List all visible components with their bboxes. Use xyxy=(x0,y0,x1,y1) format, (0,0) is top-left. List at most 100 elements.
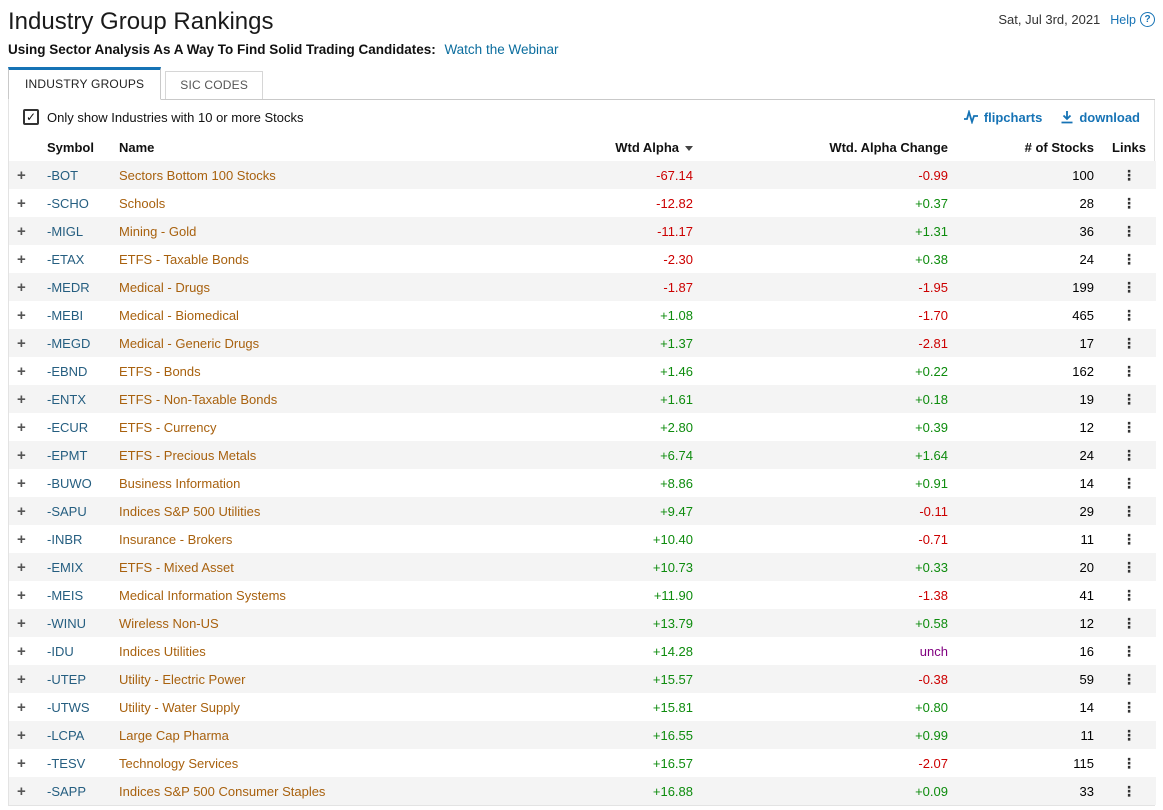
symbol-link[interactable]: -MEDR xyxy=(47,279,90,295)
symbol-link[interactable]: -EPMT xyxy=(47,447,88,463)
links-menu-icon[interactable]: ⋮ xyxy=(1122,726,1136,743)
symbol-link[interactable]: -BUWO xyxy=(47,475,92,491)
symbol-link[interactable]: -MIGL xyxy=(47,223,84,239)
symbol-link[interactable]: -SAPP xyxy=(47,783,87,799)
links-menu-icon[interactable]: ⋮ xyxy=(1122,502,1136,519)
expand-row-icon[interactable]: + xyxy=(17,278,26,296)
tab-sic-codes[interactable]: SIC CODES xyxy=(165,71,264,99)
expand-row-icon[interactable]: + xyxy=(17,698,26,716)
links-menu-icon[interactable]: ⋮ xyxy=(1122,754,1136,771)
expand-row-icon[interactable]: + xyxy=(17,782,26,800)
name-link[interactable]: Business Information xyxy=(119,475,241,491)
links-menu-icon[interactable]: ⋮ xyxy=(1122,474,1136,491)
col-header-name[interactable]: Name xyxy=(119,140,155,155)
expand-row-icon[interactable]: + xyxy=(17,250,26,268)
symbol-link[interactable]: -UTEP xyxy=(47,671,86,687)
expand-row-icon[interactable]: + xyxy=(17,362,26,380)
links-menu-icon[interactable]: ⋮ xyxy=(1122,334,1136,351)
symbol-link[interactable]: -EBND xyxy=(47,363,88,379)
expand-row-icon[interactable]: + xyxy=(17,222,26,240)
links-menu-icon[interactable]: ⋮ xyxy=(1122,166,1136,183)
name-link[interactable]: ETFS - Taxable Bonds xyxy=(119,251,249,267)
name-link[interactable]: ETFS - Bonds xyxy=(119,363,201,379)
symbol-link[interactable]: -UTWS xyxy=(47,699,90,715)
links-menu-icon[interactable]: ⋮ xyxy=(1122,250,1136,267)
expand-row-icon[interactable]: + xyxy=(17,754,26,772)
expand-row-icon[interactable]: + xyxy=(17,418,26,436)
links-menu-icon[interactable]: ⋮ xyxy=(1122,670,1136,687)
symbol-link[interactable]: -BOT xyxy=(47,167,79,183)
links-menu-icon[interactable]: ⋮ xyxy=(1122,390,1136,407)
name-link[interactable]: Indices S&P 500 Consumer Staples xyxy=(119,783,326,799)
links-menu-icon[interactable]: ⋮ xyxy=(1122,530,1136,547)
symbol-link[interactable]: -MEBI xyxy=(47,307,84,323)
name-link[interactable]: ETFS - Mixed Asset xyxy=(119,559,234,575)
col-header-alpha-change[interactable]: Wtd. Alpha Change xyxy=(829,140,948,155)
help-link[interactable]: Help xyxy=(1110,12,1136,27)
links-menu-icon[interactable]: ⋮ xyxy=(1122,782,1136,799)
expand-row-icon[interactable]: + xyxy=(17,670,26,688)
symbol-link[interactable]: -INBR xyxy=(47,531,83,547)
symbol-link[interactable]: -IDU xyxy=(47,643,74,659)
expand-row-icon[interactable]: + xyxy=(17,474,26,492)
symbol-link[interactable]: -ENTX xyxy=(47,391,86,407)
expand-row-icon[interactable]: + xyxy=(17,166,26,184)
expand-row-icon[interactable]: + xyxy=(17,726,26,744)
name-link[interactable]: Medical - Biomedical xyxy=(119,307,239,323)
links-menu-icon[interactable]: ⋮ xyxy=(1122,446,1136,463)
expand-row-icon[interactable]: + xyxy=(17,334,26,352)
symbol-link[interactable]: -ECUR xyxy=(47,419,89,435)
links-menu-icon[interactable]: ⋮ xyxy=(1122,194,1136,211)
expand-row-icon[interactable]: + xyxy=(17,502,26,520)
help-button[interactable]: Help ? xyxy=(1110,12,1155,27)
name-link[interactable]: Medical Information Systems xyxy=(119,587,286,603)
stock-filter[interactable]: ✓ Only show Industries with 10 or more S… xyxy=(23,109,304,125)
download-button[interactable]: download xyxy=(1060,110,1140,125)
links-menu-icon[interactable]: ⋮ xyxy=(1122,418,1136,435)
symbol-link[interactable]: -WINU xyxy=(47,615,86,631)
expand-row-icon[interactable]: + xyxy=(17,558,26,576)
filter-checkbox[interactable]: ✓ xyxy=(23,109,39,125)
name-link[interactable]: Indices Utilities xyxy=(119,643,206,659)
expand-row-icon[interactable]: + xyxy=(17,642,26,660)
name-link[interactable]: Insurance - Brokers xyxy=(119,531,233,547)
name-link[interactable]: ETFS - Precious Metals xyxy=(119,447,257,463)
name-link[interactable]: ETFS - Non-Taxable Bonds xyxy=(119,391,278,407)
col-header-stocks[interactable]: # of Stocks xyxy=(1024,140,1094,155)
name-link[interactable]: Large Cap Pharma xyxy=(119,727,229,743)
tab-industry-groups[interactable]: INDUSTRY GROUPS xyxy=(8,67,162,100)
name-link[interactable]: ETFS - Currency xyxy=(119,419,217,435)
name-link[interactable]: Schools xyxy=(119,195,166,211)
expand-row-icon[interactable]: + xyxy=(17,530,26,548)
name-link[interactable]: Utility - Electric Power xyxy=(119,671,246,687)
symbol-link[interactable]: -LCPA xyxy=(47,727,85,743)
links-menu-icon[interactable]: ⋮ xyxy=(1122,614,1136,631)
expand-row-icon[interactable]: + xyxy=(17,586,26,604)
links-menu-icon[interactable]: ⋮ xyxy=(1122,586,1136,603)
symbol-link[interactable]: -MEIS xyxy=(47,587,84,603)
name-link[interactable]: Technology Services xyxy=(119,755,239,771)
name-link[interactable]: Indices S&P 500 Utilities xyxy=(119,503,261,519)
links-menu-icon[interactable]: ⋮ xyxy=(1122,222,1136,239)
expand-row-icon[interactable]: + xyxy=(17,614,26,632)
expand-row-icon[interactable]: + xyxy=(17,390,26,408)
help-question-icon[interactable]: ? xyxy=(1140,12,1155,27)
links-menu-icon[interactable]: ⋮ xyxy=(1122,698,1136,715)
expand-row-icon[interactable]: + xyxy=(17,194,26,212)
symbol-link[interactable]: -ETAX xyxy=(47,251,85,267)
links-menu-icon[interactable]: ⋮ xyxy=(1122,306,1136,323)
name-link[interactable]: Sectors Bottom 100 Stocks xyxy=(119,167,276,183)
name-link[interactable]: Medical - Drugs xyxy=(119,279,211,295)
symbol-link[interactable]: -TESV xyxy=(47,755,86,771)
name-link[interactable]: Medical - Generic Drugs xyxy=(119,335,260,351)
webinar-link[interactable]: Watch the Webinar xyxy=(444,42,559,57)
links-menu-icon[interactable]: ⋮ xyxy=(1122,362,1136,379)
symbol-link[interactable]: -SAPU xyxy=(47,503,87,519)
symbol-link[interactable]: -MEGD xyxy=(47,335,91,351)
expand-row-icon[interactable]: + xyxy=(17,306,26,324)
flipcharts-button[interactable]: flipcharts xyxy=(963,110,1042,125)
symbol-link[interactable]: -EMIX xyxy=(47,559,84,575)
links-menu-icon[interactable]: ⋮ xyxy=(1122,278,1136,295)
name-link[interactable]: Utility - Water Supply xyxy=(119,699,240,715)
col-header-wtd-alpha[interactable]: Wtd Alpha xyxy=(571,134,701,161)
